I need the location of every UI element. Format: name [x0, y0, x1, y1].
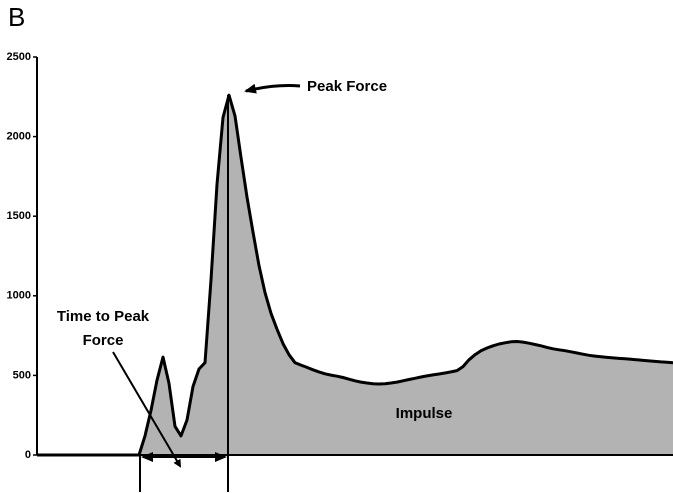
y-tick-label: 2000 [7, 131, 31, 143]
y-tick-label: 1500 [7, 210, 31, 222]
annotation: Force [83, 332, 124, 349]
annotation: Impulse [396, 405, 453, 422]
time-pointer [112, 351, 182, 468]
peak-arrow [244, 83, 301, 94]
y-tick-label: 500 [13, 369, 31, 381]
y-tick-label: 0 [25, 449, 31, 461]
annotation: Time to Peak [57, 308, 150, 325]
y-tick-label: 1000 [7, 290, 31, 302]
annotation: Peak Force [307, 78, 387, 95]
y-tick-label: 2500 [7, 51, 31, 63]
plot-area: 0 500 1000 1500 2000 2500 [7, 51, 673, 461]
area [37, 95, 673, 455]
panel-label: B [8, 2, 25, 32]
line [37, 93, 673, 457]
